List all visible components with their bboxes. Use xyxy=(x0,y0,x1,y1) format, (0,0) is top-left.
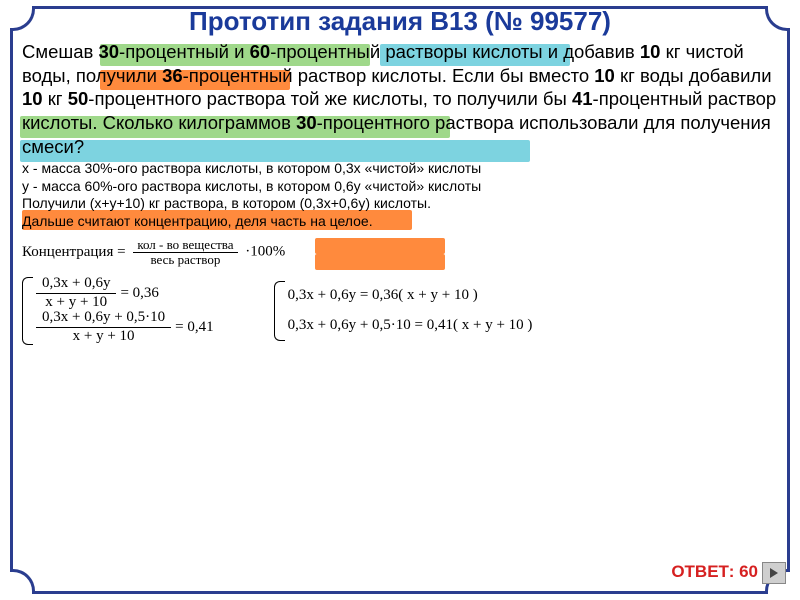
sys1-eq2: 0,3x + 0,6y + 0,5·10 x + y + 10 = 0,41 xyxy=(36,311,214,345)
content-area: Смешав 30-процентный и 60-процентный рас… xyxy=(22,40,778,345)
sys1-eq2-den: x + y + 10 xyxy=(36,328,171,345)
formula-den: весь раствор xyxy=(133,253,237,267)
sys2-eq2: 0,3x + 0,6y + 0,5·10 = 0,41( x + y + 10 … xyxy=(288,311,533,341)
equation-systems: 0,3x + 0,6y x + y + 10 = 0,36 0,3x + 0,6… xyxy=(22,277,778,345)
next-button[interactable] xyxy=(762,562,786,584)
sys1-eq1: 0,3x + 0,6y x + y + 10 = 0,36 xyxy=(36,277,214,311)
corner-bl xyxy=(10,569,35,594)
formula-num: кол - во вещества xyxy=(133,238,237,253)
sys1-eq1-num: 0,3x + 0,6y xyxy=(36,276,116,294)
sys1-eq2-num: 0,3x + 0,6y + 0,5·10 xyxy=(36,310,171,328)
concentration-formula: Концентрация = кол - во вещества весь ра… xyxy=(22,238,778,266)
sys1-eq1-rhs: = 0,36 xyxy=(120,285,158,302)
note-line-1: х - масса 30%-ого раствора кислоты, в ко… xyxy=(22,160,778,178)
sys2-eq1: 0,3x + 0,6y = 0,36( x + y + 10 ) xyxy=(288,281,533,311)
page-title: Прототип задания B13 (№ 99577) xyxy=(10,6,790,37)
note-line-4: Дальше считают концентрацию, деля часть … xyxy=(22,213,778,231)
system-1: 0,3x + 0,6y x + y + 10 = 0,36 0,3x + 0,6… xyxy=(22,277,214,345)
system-2: 0,3x + 0,6y = 0,36( x + y + 10 ) 0,3x + … xyxy=(274,281,533,341)
problem-text: Смешав 30-процентный и 60-процентный рас… xyxy=(22,40,778,158)
formula-fraction: кол - во вещества весь раствор xyxy=(133,238,237,266)
formula-suffix: ·100% xyxy=(245,244,285,260)
sys1-eq1-den: x + y + 10 xyxy=(36,294,116,311)
answer-text: ОТВЕТ: 60 xyxy=(671,562,758,582)
notes-block: х - масса 30%-ого раствора кислоты, в ко… xyxy=(22,160,778,230)
note-line-3: Получили (х+у+10) кг раствора, в котором… xyxy=(22,195,778,213)
note-line-2: у - масса 60%-ого раствора кислоты, в ко… xyxy=(22,178,778,196)
formula-label: Концентрация = xyxy=(22,244,126,261)
sys1-eq2-rhs: = 0,41 xyxy=(175,319,213,336)
